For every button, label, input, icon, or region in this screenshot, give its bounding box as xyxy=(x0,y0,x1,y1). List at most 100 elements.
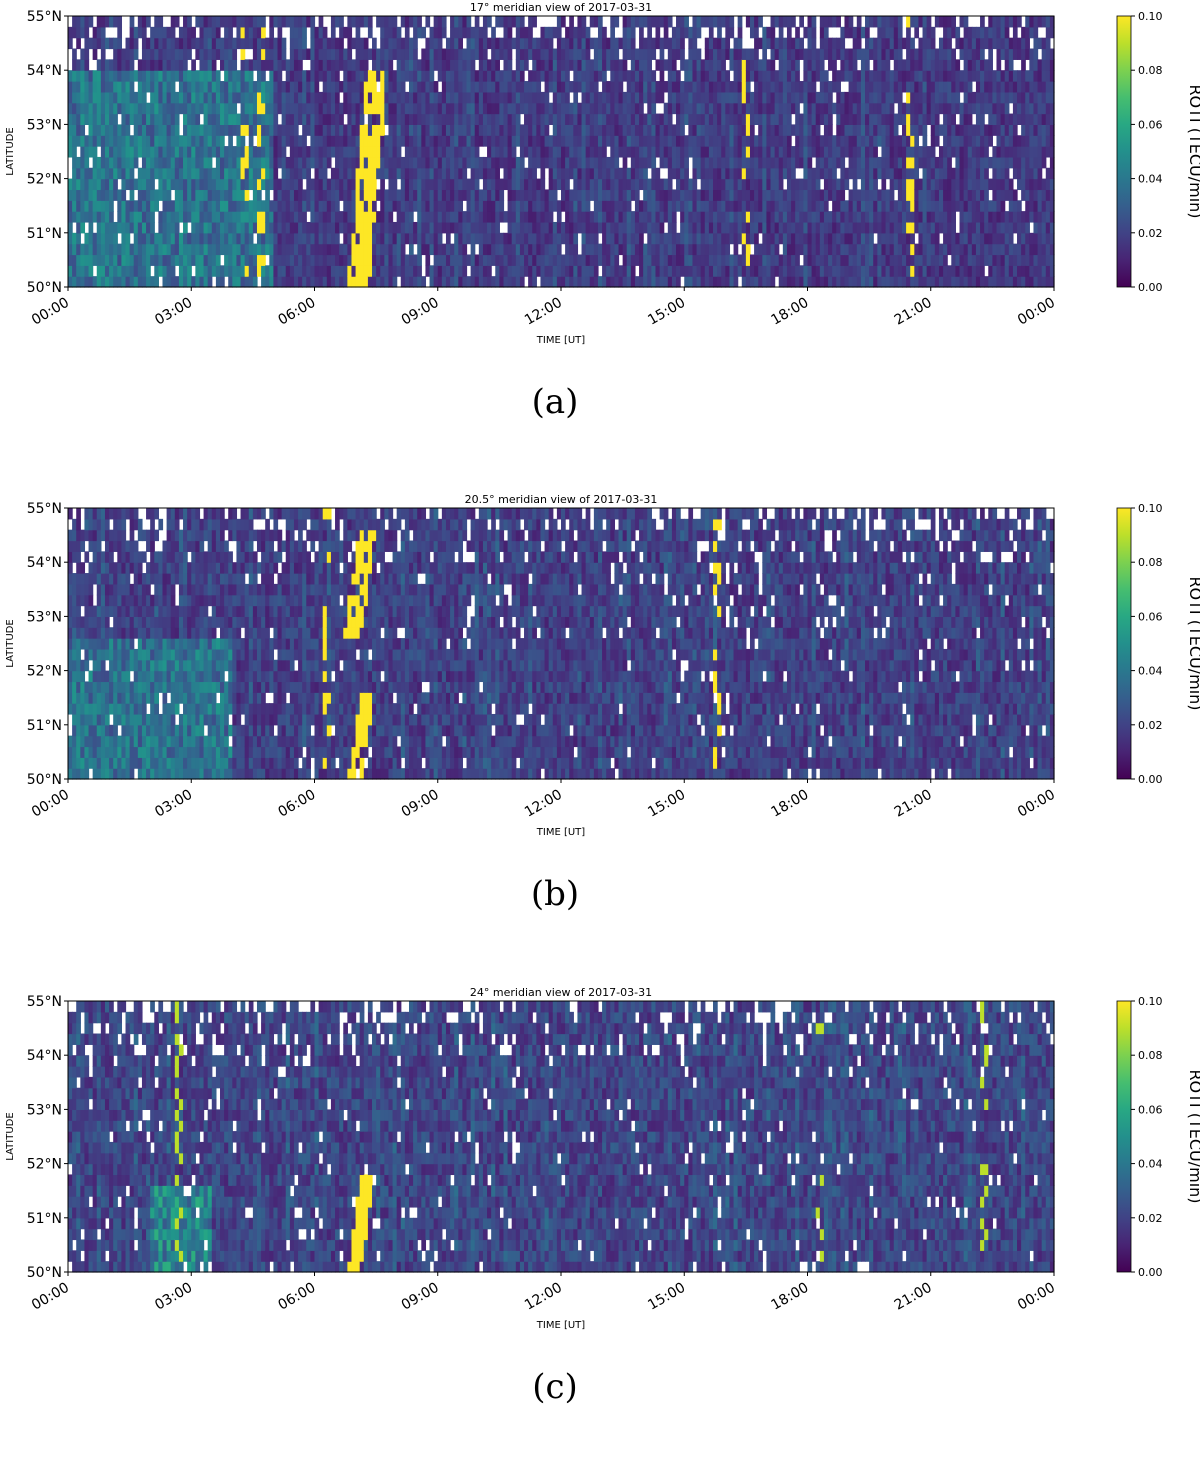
heatmap-cell xyxy=(80,59,86,71)
heatmap-cell xyxy=(762,189,768,201)
heatmap-cell xyxy=(335,276,340,288)
heatmap-cell xyxy=(762,167,768,180)
heatmap-cell xyxy=(852,135,858,147)
heatmap-cell xyxy=(207,167,213,180)
heatmap-cell xyxy=(676,200,681,212)
heatmap-cell xyxy=(133,102,139,115)
heatmap-cell xyxy=(310,37,316,50)
heatmap-cell xyxy=(487,113,492,125)
heatmap-cell xyxy=(470,135,476,147)
heatmap-cell xyxy=(339,113,344,125)
heatmap-cell xyxy=(450,178,455,191)
heatmap-cell xyxy=(150,91,155,104)
heatmap-cell xyxy=(170,276,176,288)
heatmap-cell xyxy=(573,178,579,191)
heatmap-cell xyxy=(396,37,402,50)
heatmap-cell xyxy=(68,254,73,266)
heatmap-cell xyxy=(536,70,542,82)
heatmap-cell xyxy=(667,102,673,115)
heatmap-cell xyxy=(725,16,731,28)
heatmap-cell xyxy=(602,59,607,71)
heatmap-cell xyxy=(901,70,907,82)
heatmap-cell xyxy=(544,102,550,115)
heatmap-cell xyxy=(626,178,632,191)
heatmap-cell xyxy=(630,48,636,60)
heatmap-cell xyxy=(930,135,936,147)
heatmap-cell xyxy=(778,178,784,191)
heatmap-cell xyxy=(897,102,903,115)
heatmap-cell xyxy=(306,113,311,125)
heatmap-cell xyxy=(158,26,164,39)
heatmap-cell xyxy=(466,48,472,60)
heatmap-cell xyxy=(392,102,398,115)
heatmap-cell xyxy=(926,254,932,266)
heatmap-cell xyxy=(445,243,451,256)
heatmap-cell xyxy=(458,276,463,288)
heatmap-cell xyxy=(445,113,451,125)
heatmap-cell xyxy=(885,48,891,60)
heatmap-cell xyxy=(437,70,443,82)
heatmap-cell xyxy=(199,48,205,60)
heatmap-cell xyxy=(848,26,854,39)
heatmap-cell xyxy=(96,167,102,180)
heatmap-cell xyxy=(819,156,825,169)
heatmap-cell xyxy=(178,243,184,256)
heatmap-cell xyxy=(408,59,414,71)
heatmap-cell xyxy=(729,16,735,28)
heatmap-cell xyxy=(244,243,250,256)
heatmap-cell xyxy=(717,81,722,93)
heatmap-cell xyxy=(655,16,661,28)
heatmap-cell xyxy=(174,135,180,147)
heatmap-cell xyxy=(203,200,209,212)
heatmap-cell xyxy=(634,48,640,60)
heatmap-cell xyxy=(630,146,636,158)
heatmap-cell xyxy=(795,189,800,201)
heatmap-cell xyxy=(285,113,291,125)
heatmap-cell xyxy=(766,265,772,277)
heatmap-cell xyxy=(137,200,143,212)
heatmap-cell xyxy=(684,254,689,266)
heatmap-cell xyxy=(211,81,217,93)
heatmap-cell xyxy=(137,178,143,191)
heatmap-cell xyxy=(162,200,168,212)
heatmap-cell xyxy=(840,91,846,104)
heatmap-cell xyxy=(934,113,940,125)
heatmap-cell xyxy=(170,124,176,136)
heatmap-cell xyxy=(347,200,353,212)
heatmap-cell xyxy=(511,265,517,277)
heatmap-cell xyxy=(429,243,435,256)
heatmap-cell xyxy=(195,265,201,277)
heatmap-cell xyxy=(803,91,809,104)
heatmap-cell xyxy=(289,221,295,234)
heatmap-cell xyxy=(372,102,377,115)
heatmap-cell xyxy=(211,48,217,60)
heatmap-cell xyxy=(852,232,858,245)
heatmap-cell xyxy=(137,146,143,158)
heatmap-cell xyxy=(597,48,603,60)
heatmap-cell xyxy=(289,113,295,125)
heatmap-cell xyxy=(314,254,320,266)
heatmap-cell xyxy=(80,135,86,147)
heatmap-cell xyxy=(252,243,258,256)
heatmap-cell xyxy=(417,265,422,277)
heatmap-cell xyxy=(622,254,628,266)
heatmap-cell xyxy=(265,146,270,158)
heatmap-cell xyxy=(745,232,751,245)
heatmap-cell xyxy=(745,102,751,115)
heatmap-cell xyxy=(441,124,447,136)
heatmap-cell xyxy=(503,276,509,288)
heatmap-cell xyxy=(474,124,480,136)
heatmap-cell xyxy=(240,124,246,136)
heatmap-cell xyxy=(684,276,689,288)
heatmap-cell xyxy=(228,81,233,93)
heatmap-cell xyxy=(80,156,86,169)
heatmap-cell xyxy=(215,26,221,39)
heatmap-cell xyxy=(133,265,139,277)
heatmap-cell xyxy=(795,200,800,212)
heatmap-cell xyxy=(749,113,755,125)
heatmap-cell xyxy=(425,167,431,180)
heatmap-cell xyxy=(174,102,180,115)
heatmap-cell xyxy=(343,91,348,104)
heatmap-cell xyxy=(355,102,361,115)
heatmap-cell xyxy=(281,113,287,125)
